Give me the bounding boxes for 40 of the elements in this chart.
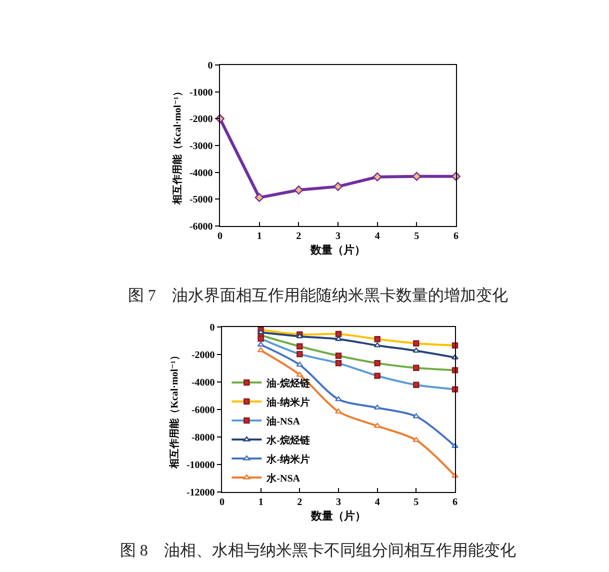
x-tick-label: 4 [374, 231, 380, 242]
y-tick-label: -5000 [189, 194, 213, 206]
x-tick-label: 2 [296, 231, 302, 242]
y-tick-label: -4000 [191, 378, 215, 388]
y-tick-label: 0 [208, 60, 213, 72]
x-tick-label: 6 [454, 231, 458, 242]
text: 图 8 油相、水相与纳米黑卡不同组分间相互作用能变化 [120, 542, 516, 560]
x-tick-label: 3 [336, 231, 340, 242]
y-tick-label: -2000 [191, 350, 215, 361]
legend-label: 水-烷烃链 [266, 434, 311, 446]
legend-label: 油-纳米片 [266, 396, 310, 408]
y-tick-label: -4000 [189, 168, 213, 179]
y-tick-label: -1000 [189, 87, 213, 98]
y-tick-label: -10000 [186, 460, 215, 471]
y-tick-label: 0 [210, 322, 215, 334]
y-axis-title: 相互作用能（Kcal·mol⁻¹） [172, 86, 184, 206]
x-tick-label: 5 [414, 497, 419, 508]
x-tick-label: 3 [336, 497, 341, 508]
legend-label: 油-NSA [266, 415, 301, 428]
legend-label: 水-NSA [266, 472, 301, 484]
x-tick-label: 6 [452, 497, 458, 508]
x-tick-label: 2 [297, 497, 302, 508]
x-axis-title: 数量（片） [310, 243, 366, 256]
y-tick-label: -6000 [189, 222, 213, 232]
y-tick-label: -6000 [191, 405, 215, 416]
legend-label: 水-纳米片 [266, 453, 310, 466]
y-tick-label: -12000 [186, 488, 215, 498]
x-tick-label: 4 [374, 497, 380, 508]
x-tick-label: 1 [258, 497, 264, 508]
x-tick-label: 5 [414, 231, 420, 242]
y-axis-title: 相互作用能（Kcal·mol⁻¹） [168, 350, 181, 470]
legend-label: 油-烷烃链 [266, 377, 311, 390]
x-tick-label: 0 [218, 231, 222, 242]
x-tick-label: 0 [220, 497, 224, 508]
x-axis-title: 数量（片） [310, 509, 366, 522]
y-tick-label: -2000 [189, 114, 213, 126]
y-tick-label: -8000 [191, 432, 215, 444]
y-tick-label: -3000 [189, 141, 213, 152]
text: 图 7 油水界面相互作用能随纳米黑卡数量的增加变化 [128, 286, 508, 305]
x-tick-label: 1 [256, 231, 262, 242]
